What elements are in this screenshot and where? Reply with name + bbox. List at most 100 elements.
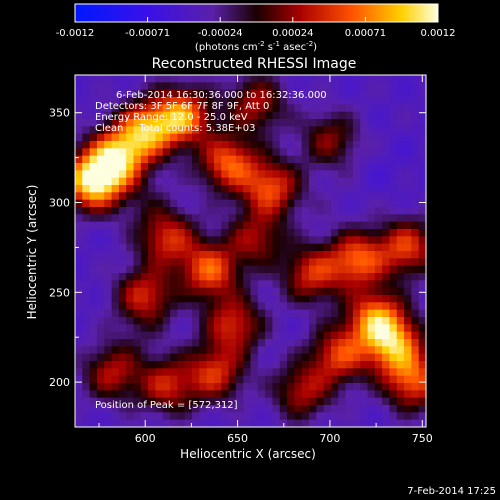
heatmap-cell — [389, 412, 398, 421]
heatmap-cell — [301, 199, 310, 208]
heatmap-cell — [170, 265, 178, 274]
heatmap-cell — [177, 302, 186, 311]
heatmap-cell — [382, 405, 391, 413]
heatmap-cell — [228, 243, 237, 252]
heatmap-cell — [177, 309, 186, 318]
heatmap-cell — [345, 141, 354, 149]
heatmap-cell — [96, 368, 105, 377]
heatmap-cell — [309, 390, 317, 399]
heatmap-cell — [411, 375, 420, 384]
heatmap-cell — [82, 119, 91, 127]
heatmap-cell — [162, 361, 171, 369]
heatmap-cell — [213, 346, 222, 355]
heatmap-cell — [404, 236, 412, 245]
heatmap-cell — [382, 287, 391, 296]
heatmap-cell — [250, 331, 259, 340]
heatmap-cell — [279, 229, 288, 237]
heatmap-cell — [82, 111, 91, 120]
heatmap-cell — [345, 221, 354, 230]
heatmap-cell — [184, 251, 193, 259]
heatmap-cell — [155, 353, 164, 362]
heatmap-cell — [228, 412, 237, 421]
heatmap-cell — [287, 383, 295, 391]
heatmap-cell — [301, 412, 310, 421]
heatmap-cell — [257, 141, 266, 149]
heatmap-cell — [382, 229, 391, 237]
heatmap-cell — [374, 302, 383, 311]
heatmap-cell — [287, 229, 295, 237]
heatmap-cell — [396, 155, 405, 164]
heatmap-cell — [352, 317, 361, 325]
heatmap-cell — [360, 251, 369, 259]
heatmap-cell — [75, 148, 83, 157]
heatmap-cell — [360, 375, 369, 384]
heatmap-cell — [352, 419, 361, 428]
heatmap-cell — [309, 397, 317, 406]
heatmap-cell — [96, 170, 105, 179]
heatmap-cell — [111, 405, 120, 413]
heatmap-cell — [330, 383, 339, 391]
heatmap-cell — [148, 265, 157, 274]
heatmap-cell — [213, 229, 222, 237]
heatmap-cell — [382, 214, 391, 223]
heatmap-cell — [279, 89, 288, 98]
heatmap-cell — [221, 155, 230, 164]
heatmap-cell — [89, 97, 98, 105]
heatmap-cell — [184, 229, 193, 237]
heatmap-cell — [184, 375, 193, 384]
heatmap-cell — [162, 368, 171, 377]
heatmap-cell — [133, 265, 142, 274]
heatmap-cell — [404, 155, 412, 164]
heatmap-cell — [235, 126, 244, 135]
heatmap-cell — [345, 353, 354, 362]
heatmap-cell — [309, 251, 317, 259]
heatmap-cell — [162, 273, 171, 281]
heatmap-cell — [82, 199, 91, 208]
heatmap-cell — [82, 75, 91, 83]
annotation-time: 6-Feb-2014 16:30:36.000 to 16:32:36.000 — [116, 90, 327, 101]
heatmap-cell — [265, 97, 274, 105]
heatmap-cell — [374, 346, 383, 355]
heatmap-cell — [374, 309, 383, 318]
heatmap-cell — [418, 229, 427, 237]
heatmap-cell — [148, 236, 157, 245]
heatmap-cell — [257, 397, 266, 406]
heatmap-cell — [96, 309, 105, 318]
heatmap-cell — [104, 221, 113, 230]
heatmap-cell — [316, 199, 325, 208]
heatmap-cell — [316, 177, 325, 186]
heatmap-cell — [309, 258, 317, 267]
heatmap-cell — [411, 133, 420, 142]
heatmap-cell — [199, 111, 208, 120]
heatmap-cell — [126, 119, 135, 127]
heatmap-cell — [213, 309, 222, 318]
heatmap-cell — [250, 324, 259, 333]
heatmap-cell — [287, 419, 295, 428]
heatmap-cell — [345, 97, 354, 105]
heatmap-cell — [96, 251, 105, 259]
heatmap-cell — [367, 236, 376, 245]
heatmap-cell — [82, 229, 91, 237]
heatmap-cell — [345, 89, 354, 98]
heatmap-cell — [367, 148, 376, 157]
heatmap-cell — [301, 148, 310, 157]
heatmap-cell — [404, 397, 412, 406]
heatmap-cell — [96, 419, 105, 428]
heatmap-cell — [404, 97, 412, 105]
heatmap-cell — [338, 368, 347, 377]
heatmap-cell — [389, 324, 398, 333]
heatmap-cell — [192, 295, 200, 303]
heatmap-cell — [243, 324, 252, 333]
heatmap-cell — [352, 412, 361, 421]
heatmap-cell — [199, 133, 208, 142]
heatmap-cell — [330, 302, 339, 311]
heatmap-cell — [396, 251, 405, 259]
heatmap-cell — [272, 177, 281, 186]
heatmap-cell — [177, 214, 186, 223]
heatmap-cell — [243, 361, 252, 369]
heatmap-cell — [367, 405, 376, 413]
heatmap-cell — [140, 214, 149, 223]
heatmap-cell — [140, 104, 149, 113]
heatmap-cell — [162, 346, 171, 355]
heatmap-cell — [389, 119, 398, 127]
